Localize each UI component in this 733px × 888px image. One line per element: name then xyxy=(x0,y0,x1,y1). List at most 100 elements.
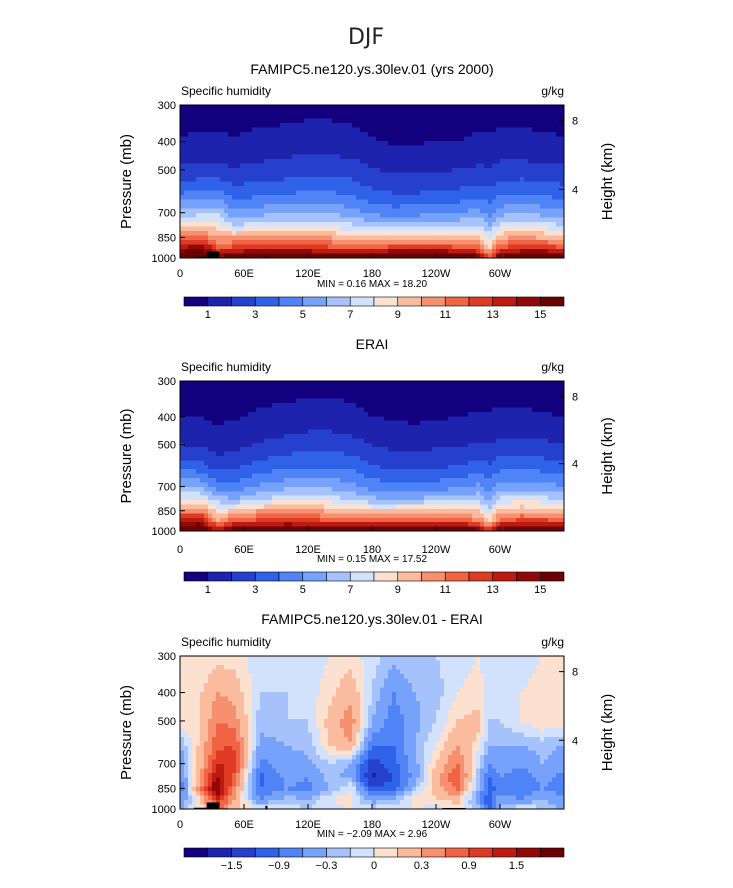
contour-cell xyxy=(324,195,329,201)
contour-cell xyxy=(472,199,477,205)
contour-cell xyxy=(216,447,221,453)
contour-cell xyxy=(324,177,329,183)
contour-cell xyxy=(320,217,325,223)
contour-cell xyxy=(208,132,213,138)
contour-cell xyxy=(552,398,557,404)
contour-cell xyxy=(344,208,349,214)
contour-cell xyxy=(332,163,337,169)
y2-tick-label: 8 xyxy=(572,116,578,128)
contour-cell xyxy=(392,105,397,111)
contour-cell xyxy=(464,389,469,395)
contour-cell xyxy=(460,381,465,387)
contour-cell xyxy=(340,136,345,142)
panel-variable-label: Specific humidity xyxy=(181,84,271,98)
contour-cell xyxy=(252,190,257,196)
contour-cell xyxy=(444,394,449,400)
contour-cell xyxy=(468,235,473,241)
contour-cell xyxy=(536,195,541,201)
contour-cell xyxy=(508,420,513,426)
contour-cell xyxy=(264,438,269,444)
contour-cell xyxy=(464,398,469,404)
contour-cell xyxy=(252,381,257,387)
contour-cell xyxy=(184,398,189,404)
contour-cell xyxy=(372,429,377,435)
contour-cell xyxy=(388,132,393,138)
contour-cell xyxy=(556,150,561,156)
contour-cell xyxy=(340,141,345,147)
contour-cell xyxy=(248,145,253,151)
contour-cell xyxy=(496,163,501,169)
contour-cell xyxy=(260,429,265,435)
contour-cell xyxy=(368,231,373,237)
contour-cell xyxy=(384,213,389,219)
contour-cell xyxy=(348,442,353,448)
contour-cell xyxy=(344,235,349,241)
contour-cell xyxy=(508,385,513,391)
contour-cell xyxy=(344,181,349,187)
contour-cell xyxy=(452,222,457,228)
contour-cell xyxy=(472,127,477,133)
contour-cell xyxy=(356,204,361,210)
contour-cell xyxy=(520,253,525,259)
contour-cell xyxy=(360,208,365,214)
contour-cell xyxy=(276,217,281,223)
contour-cell xyxy=(300,199,305,205)
contour-cell xyxy=(448,127,453,133)
contour-cell xyxy=(396,150,401,156)
contour-cell xyxy=(436,381,441,387)
contour-cell xyxy=(276,190,281,196)
contour-cell xyxy=(476,208,481,214)
contour-cell xyxy=(204,235,209,241)
contour-cell xyxy=(488,127,493,133)
contour-cell xyxy=(352,145,357,151)
contour-cell xyxy=(456,420,461,426)
contour-cell xyxy=(472,154,477,160)
contour-cell xyxy=(220,403,225,409)
contour-cell xyxy=(480,222,485,228)
contour-cell xyxy=(540,168,545,174)
contour-cell xyxy=(348,411,353,417)
contour-cell xyxy=(500,109,505,115)
contour-cell xyxy=(416,398,421,404)
contour-cell xyxy=(220,123,225,129)
contour-cell xyxy=(220,429,225,435)
contour-cell xyxy=(484,226,489,232)
contour-cell xyxy=(184,433,189,439)
contour-cell xyxy=(188,447,193,453)
contour-cell xyxy=(184,411,189,417)
contour-cell xyxy=(368,195,373,201)
contour-cell xyxy=(204,416,209,422)
contour-cell xyxy=(276,181,281,187)
contour-cell xyxy=(404,118,409,124)
contour-cell xyxy=(408,109,413,115)
contour-cell xyxy=(440,231,445,237)
contour-cell xyxy=(312,190,317,196)
contour-cell xyxy=(352,385,357,391)
colorbar-label: 5 xyxy=(300,309,306,321)
contour-cell xyxy=(320,159,325,165)
contour-cell xyxy=(380,244,385,250)
contour-cell xyxy=(352,168,357,174)
contour-cell xyxy=(228,105,233,111)
y-axis-title: Pressure (mb) xyxy=(118,134,135,229)
contour-cell xyxy=(320,385,325,391)
contour-cell xyxy=(464,199,469,205)
contour-cell xyxy=(220,159,225,165)
contour-cell xyxy=(408,235,413,241)
contour-cell xyxy=(200,181,205,187)
contour-cell xyxy=(472,177,477,183)
contour-cell xyxy=(508,403,513,409)
contour-cell xyxy=(388,381,393,387)
contour-cell xyxy=(344,381,349,387)
contour-cell xyxy=(244,451,249,457)
contour-cell xyxy=(236,172,241,178)
contour-cell xyxy=(524,253,529,259)
contour-cell xyxy=(344,394,349,400)
contour-cell xyxy=(460,398,465,404)
contour-cell xyxy=(560,429,565,435)
contour-cell xyxy=(320,123,325,129)
contour-cell xyxy=(284,154,289,160)
contour-cell xyxy=(200,438,205,444)
contour-cell xyxy=(412,186,417,192)
contour-cell xyxy=(248,433,253,439)
